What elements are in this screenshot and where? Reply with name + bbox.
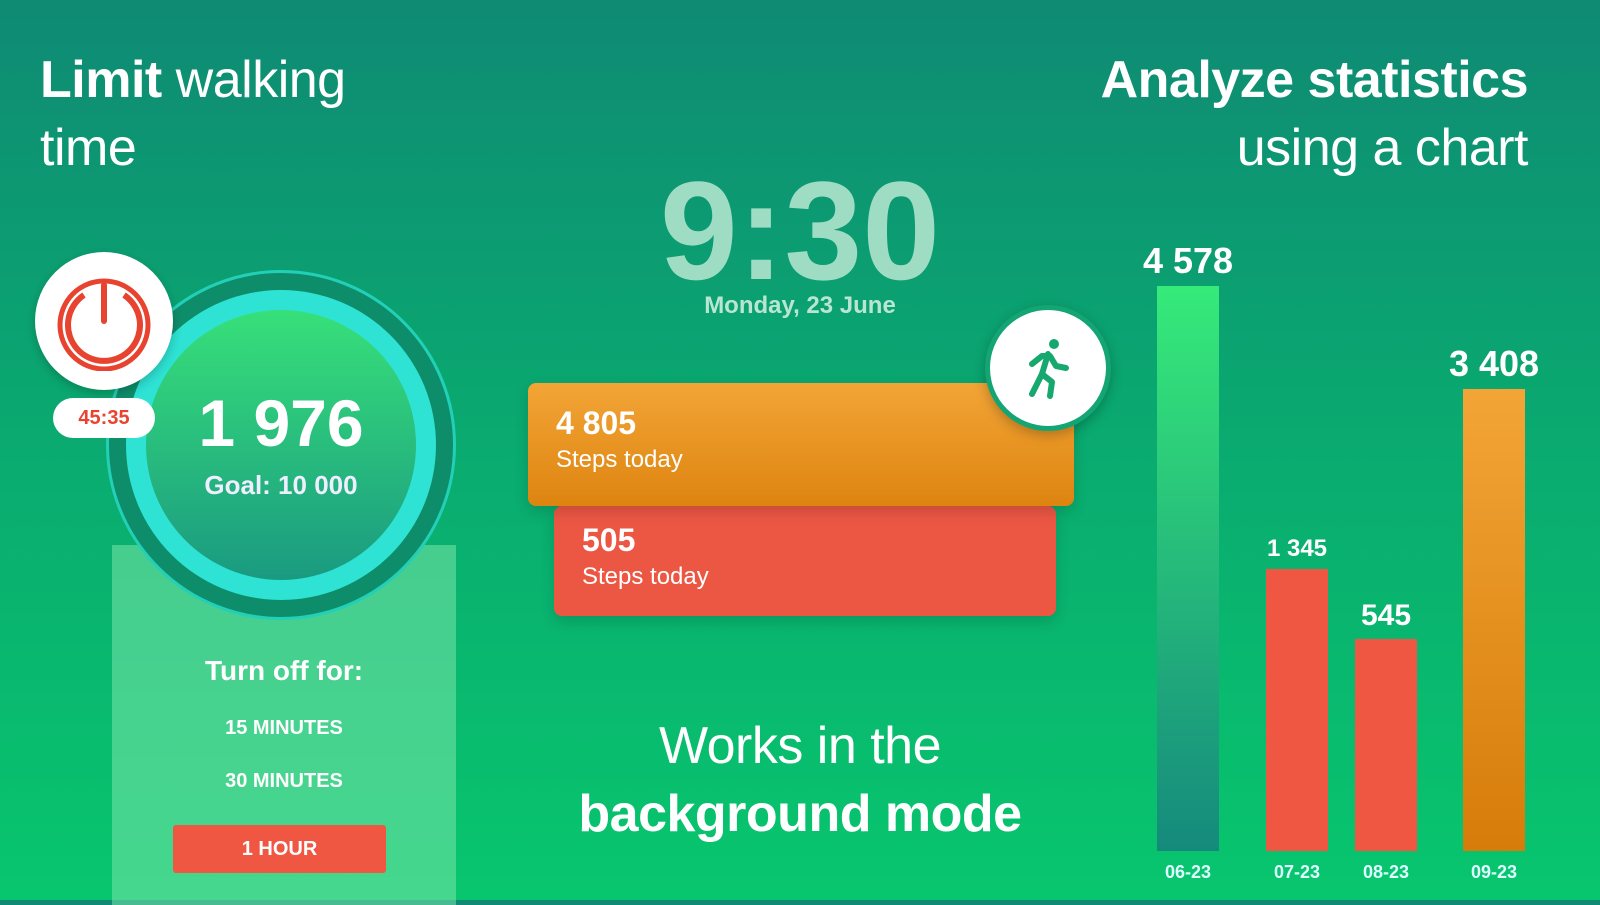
steps-label: Steps today <box>582 563 709 590</box>
heading-line2: background mode <box>578 785 1022 843</box>
steps-card-orange: 4 805 Steps today <box>528 383 1074 506</box>
heading-line1: Analyze statistics <box>1100 51 1529 109</box>
timer-badge: 45:35 <box>53 398 155 438</box>
bar-07-23 <box>1266 569 1328 851</box>
heading-line2: time <box>40 119 137 177</box>
x-tick-label: 07-23 <box>1273 862 1321 882</box>
steps-value: 505 <box>582 522 636 558</box>
power-button[interactable] <box>35 252 173 390</box>
heading-limit-walking: Limit walking time <box>40 46 346 182</box>
step-goal: Goal: 10 000 <box>204 470 358 500</box>
clock-date: Monday, 23 June <box>704 292 896 319</box>
bar-value-label: 4 578 <box>1142 240 1234 282</box>
x-tick-label: 06-23 <box>1164 862 1212 882</box>
running-person-button[interactable] <box>985 305 1111 431</box>
steps-card-red: 505 Steps today <box>554 506 1056 616</box>
power-icon <box>57 278 151 371</box>
turn-off-label: Turn off for: <box>204 655 364 686</box>
option-30-minutes[interactable]: 30 MINUTES <box>225 770 343 792</box>
heading-background-mode: Works in the background mode <box>480 712 1120 848</box>
bar-06-23 <box>1157 286 1219 851</box>
option-1-hour-button[interactable]: 1 HOUR <box>173 825 386 873</box>
steps-value: 4 805 <box>556 405 637 441</box>
running-person-icon <box>1029 339 1069 399</box>
step-counter-circle <box>146 310 416 580</box>
x-tick-label: 08-23 <box>1362 862 1410 882</box>
heading-line1: Works in the <box>658 717 942 775</box>
bar-value-label: 1 345 <box>1266 535 1328 563</box>
heading-line2: using a chart <box>1236 119 1529 177</box>
heading-bold-word: Limit <box>40 51 162 109</box>
option-15-minutes[interactable]: 15 MINUTES <box>225 717 343 739</box>
bar-value-label: 545 <box>1360 599 1412 633</box>
heading-analyze-statistics: Analyze statistics using a chart <box>1100 46 1529 182</box>
clock-time: 9:30 <box>659 152 941 309</box>
bar-value-label: 3 408 <box>1448 342 1540 384</box>
steps-label: Steps today <box>556 446 683 473</box>
bar-09-23 <box>1463 388 1525 851</box>
step-count: 1 976 <box>198 386 364 460</box>
x-tick-label: 09-23 <box>1470 862 1518 882</box>
heading-word: walking <box>175 51 346 109</box>
bar-08-23 <box>1355 639 1417 851</box>
